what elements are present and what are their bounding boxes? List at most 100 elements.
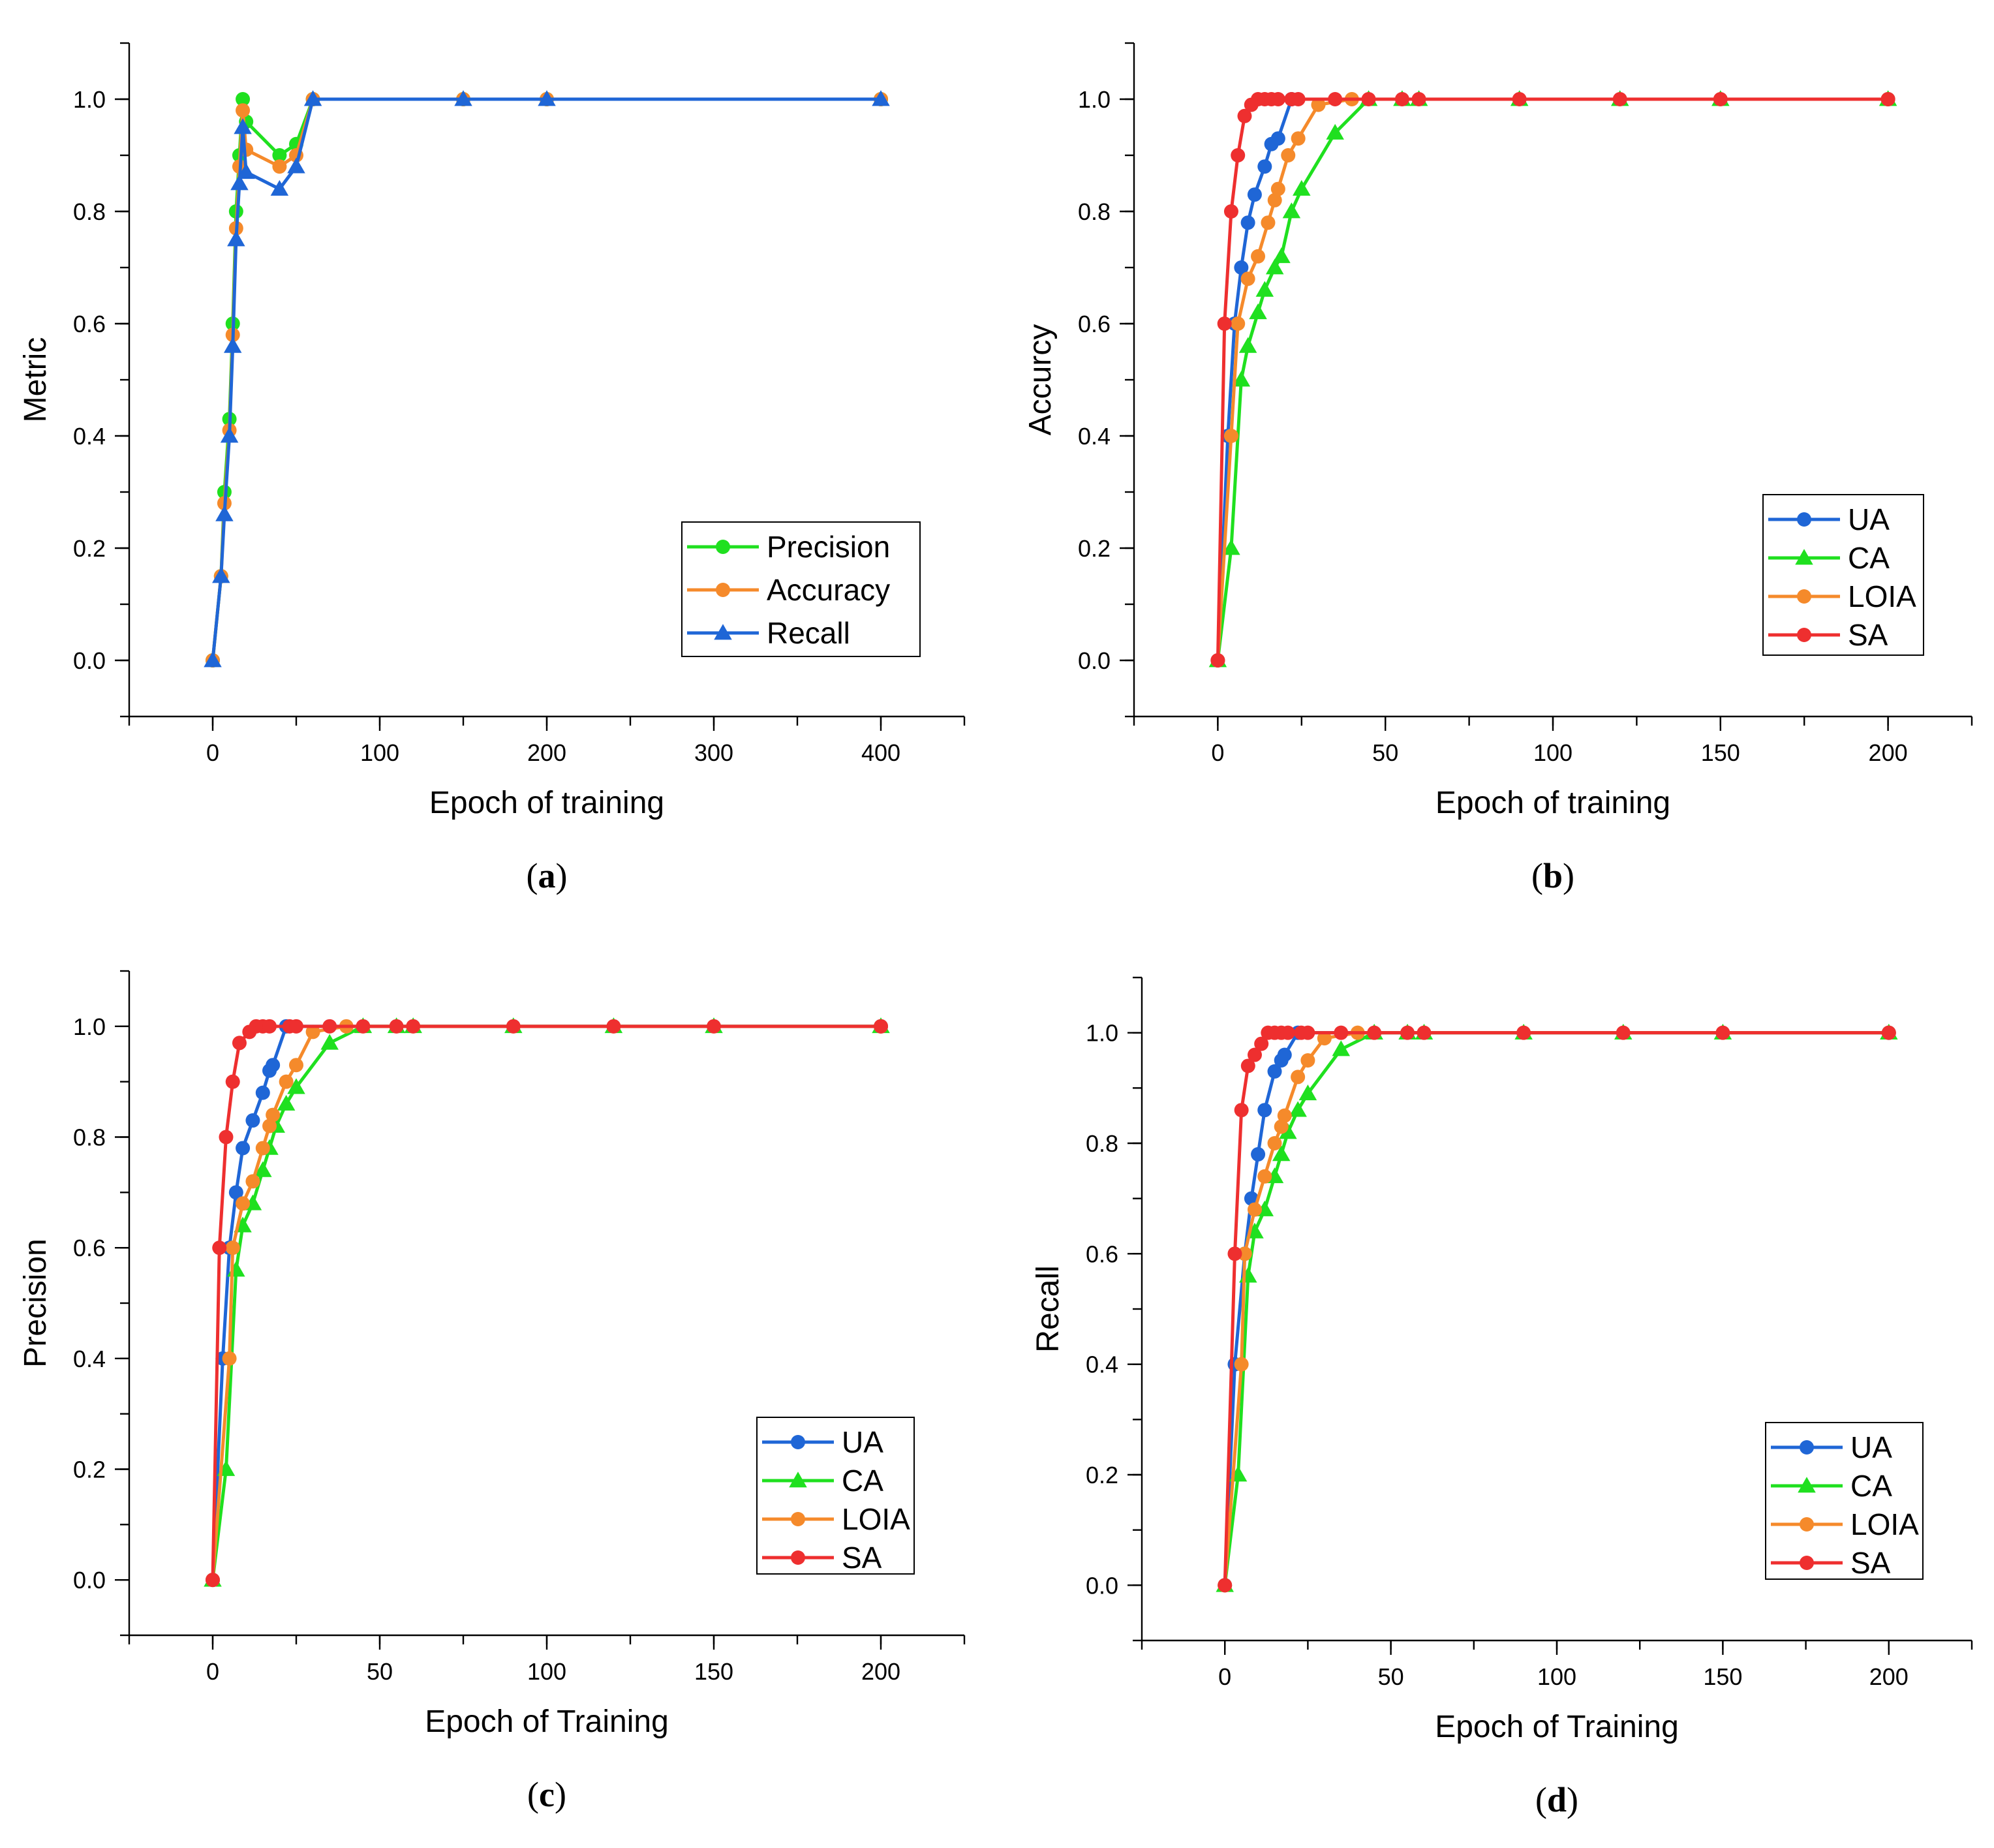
series-sa (1218, 1025, 1896, 1593)
legend-item-recall: Recall (687, 616, 850, 650)
legend-item-ua: UA (1768, 502, 1890, 536)
legend-label: Precision (767, 530, 890, 564)
data-point-ca (1293, 179, 1311, 196)
panel-caption-letter: d (1547, 1780, 1567, 1819)
data-point-loia (1281, 148, 1296, 162)
y-tick-label: 0.8 (1078, 198, 1111, 225)
data-point-ua (255, 1085, 270, 1100)
data-point-ua (1247, 187, 1262, 202)
data-point-sa (1881, 1025, 1896, 1040)
data-point-loia (225, 1240, 240, 1255)
data-point-loia (1277, 1108, 1292, 1123)
x-tick-label: 150 (694, 1658, 733, 1685)
data-point-ca (254, 1161, 272, 1177)
legend-label: CA (842, 1464, 883, 1498)
legend: UA CA LOIA SA (756, 1417, 915, 1575)
data-point-sa (1516, 1025, 1531, 1040)
data-point-sa (289, 1019, 303, 1034)
data-point-loia (1240, 271, 1255, 286)
y-axis-title: Precision (18, 1239, 53, 1367)
data-point-ua (1251, 1147, 1266, 1162)
data-point-ca (1222, 539, 1240, 555)
data-point-loia (1270, 181, 1285, 196)
data-point-sa (1234, 1103, 1249, 1118)
data-point-sa (1218, 1578, 1233, 1593)
data-point-recall (230, 174, 249, 191)
y-tick-label: 1.0 (1078, 86, 1111, 113)
data-point-sa (1231, 148, 1246, 162)
y-tick-label: 0.4 (1078, 423, 1111, 450)
legend-label: CA (1848, 541, 1890, 575)
data-point-ca (1255, 281, 1274, 297)
chart-panel-c: 0.0 0.2 0.4 0.6 0.8 1.0 0 50 100 150 200 Epoch of T… (18, 970, 966, 1814)
series-recall (204, 90, 890, 668)
data-point-loia (255, 1141, 270, 1156)
data-point-loia (1247, 1202, 1262, 1217)
x-tick-label: 150 (1701, 739, 1740, 766)
y-tick-label: 0.8 (73, 198, 106, 225)
data-point-recall (538, 90, 556, 106)
data-point-ca (277, 1094, 296, 1111)
legend-item-ua: UA (1771, 1430, 1892, 1464)
data-point-ua (1277, 1047, 1292, 1062)
legend-label: UA (842, 1425, 883, 1459)
legend-item-ca: CA (1768, 541, 1890, 575)
data-point-sa (212, 1240, 227, 1255)
data-point-sa (1334, 1025, 1349, 1040)
legend-marker-ua (1800, 1440, 1814, 1455)
data-point-loia (1231, 316, 1246, 331)
y-tick-label: 0.2 (73, 535, 106, 562)
x-tick-label: 50 (1372, 739, 1398, 766)
y-tick-label: 0.8 (1086, 1130, 1118, 1157)
data-point-loia (279, 1074, 294, 1089)
x-tick-label: 0 (1218, 1663, 1231, 1690)
y-tick-label: 0.4 (73, 1346, 106, 1372)
legend: Precision Accuracy Recall (681, 521, 921, 657)
data-point-loia (222, 1351, 237, 1366)
data-point-loia (1267, 1136, 1282, 1150)
data-point-sa (1715, 1025, 1730, 1040)
legend-label: SA (1850, 1546, 1891, 1580)
legend-label: SA (842, 1541, 882, 1575)
y-tick-label: 0.0 (73, 647, 106, 674)
data-point-recall (204, 651, 222, 668)
x-tick-label: 50 (367, 1658, 393, 1685)
data-point-sa (225, 1074, 240, 1089)
y-tick-label: 0.8 (73, 1124, 106, 1151)
data-point-sa (1361, 92, 1376, 106)
data-point-ca (1326, 123, 1344, 140)
legend-item-ca: CA (1771, 1469, 1892, 1503)
chart-panel-d: 0.0 0.2 0.4 0.6 0.8 1.0 0 50 100 150 200 Epoch of T… (1031, 976, 1973, 1819)
panel-caption: (b) (1531, 856, 1574, 895)
y-tick-label: 0.2 (1086, 1462, 1118, 1488)
data-point-loia (1300, 1053, 1315, 1068)
x-axis-title: Epoch of training (429, 786, 664, 820)
data-point-ua (266, 1058, 281, 1073)
data-point-ca (1298, 1085, 1317, 1101)
y-tick-label: 0.6 (73, 1235, 106, 1261)
data-point-sa (1880, 92, 1895, 106)
legend-marker-ua (1797, 512, 1811, 527)
y-tick-label: 0.6 (73, 311, 106, 337)
data-point-sa (1417, 1025, 1432, 1040)
y-tick-label: 0.0 (1086, 1572, 1118, 1599)
data-point-sa (406, 1019, 421, 1034)
data-point-loia (1311, 97, 1326, 112)
data-point-ua (1267, 1064, 1282, 1079)
legend-marker-loia (1797, 589, 1811, 604)
legend-item-sa: SA (1768, 618, 1888, 652)
data-point-recall (454, 90, 472, 106)
data-point-recall (237, 163, 255, 179)
legend-marker-loia (1800, 1517, 1814, 1532)
data-point-sa (1713, 92, 1728, 106)
data-point-loia (1317, 1031, 1332, 1046)
y-tick-label: 0.2 (1078, 535, 1111, 562)
legend-label: SA (1848, 618, 1888, 652)
data-point-recall (234, 118, 252, 134)
x-tick-label: 100 (1533, 739, 1572, 766)
data-point-sa (1367, 1025, 1382, 1040)
data-point-loia (262, 1118, 277, 1133)
data-point-sa (1240, 1058, 1255, 1073)
x-tick-label: 100 (527, 1658, 566, 1685)
data-point-recall (303, 90, 322, 106)
